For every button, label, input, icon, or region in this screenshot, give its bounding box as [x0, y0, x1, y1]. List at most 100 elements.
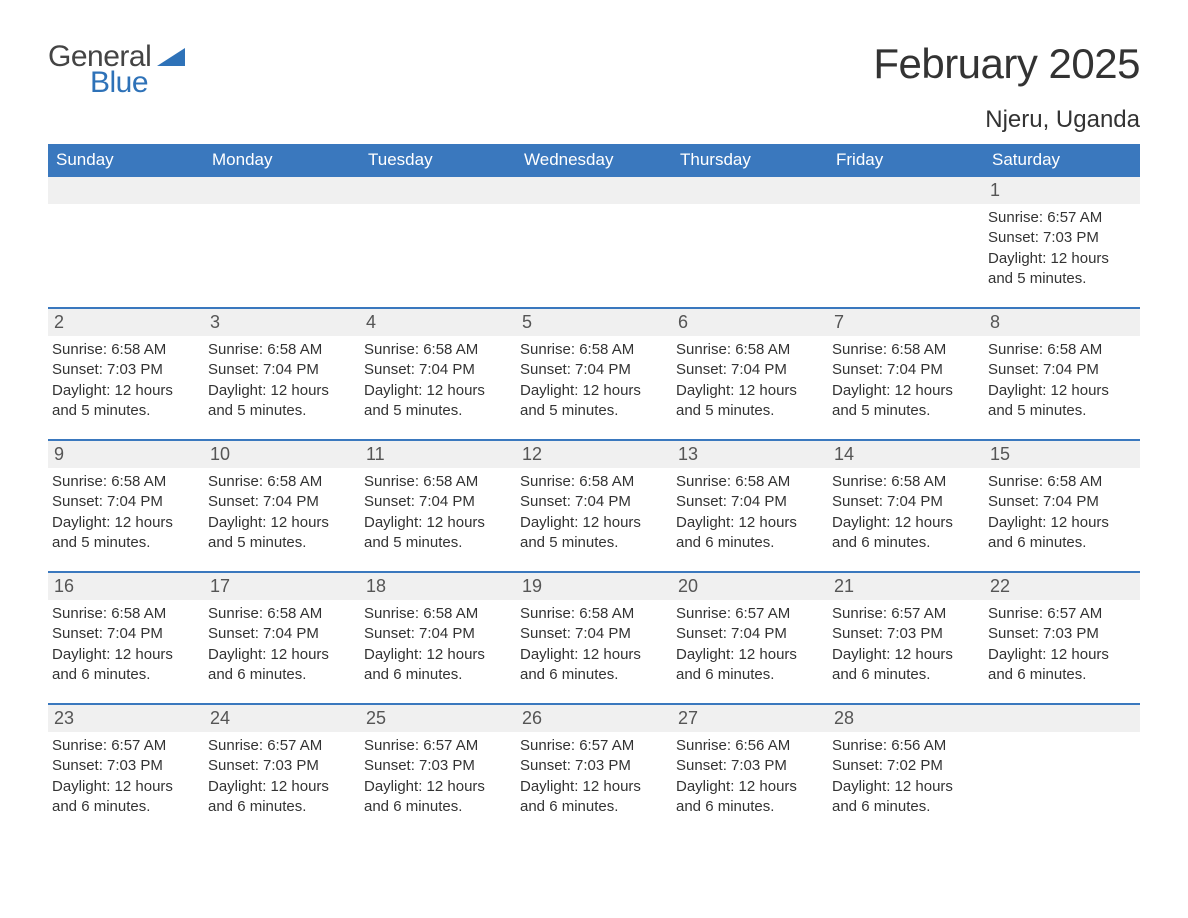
day-cell: Sunrise: 6:58 AMSunset: 7:04 PMDaylight:… — [516, 336, 672, 421]
day-sunset: Sunset: 7:04 PM — [676, 492, 822, 512]
day-sunrise: Sunrise: 6:56 AM — [832, 736, 978, 756]
day-dl1: Daylight: 12 hours — [676, 513, 822, 533]
day-sunrise: Sunrise: 6:57 AM — [988, 208, 1134, 228]
day-sunset: Sunset: 7:04 PM — [52, 492, 198, 512]
weekday-header: Saturday — [984, 144, 1140, 177]
day-dl1: Daylight: 12 hours — [520, 777, 666, 797]
day-cell: Sunrise: 6:58 AMSunset: 7:04 PMDaylight:… — [204, 468, 360, 553]
day-dl2: and 5 minutes. — [520, 401, 666, 421]
day-dl2: and 5 minutes. — [52, 401, 198, 421]
day-sunset: Sunset: 7:04 PM — [208, 492, 354, 512]
day-cell — [828, 204, 984, 289]
day-dl2: and 5 minutes. — [364, 533, 510, 553]
day-dl1: Daylight: 12 hours — [988, 381, 1134, 401]
day-sunrise: Sunrise: 6:58 AM — [364, 604, 510, 624]
day-sunrise: Sunrise: 6:58 AM — [208, 472, 354, 492]
day-number — [828, 177, 984, 204]
day-cell — [672, 204, 828, 289]
day-sunrise: Sunrise: 6:57 AM — [364, 736, 510, 756]
logo: General Blue — [48, 40, 185, 100]
day-cell: Sunrise: 6:57 AMSunset: 7:03 PMDaylight:… — [48, 732, 204, 817]
day-dl1: Daylight: 12 hours — [364, 777, 510, 797]
location-label: Njeru, Uganda — [873, 106, 1140, 134]
week-row: 1Sunrise: 6:57 AMSunset: 7:03 PMDaylight… — [48, 177, 1140, 289]
day-dl2: and 6 minutes. — [988, 665, 1134, 685]
week-row: 232425262728Sunrise: 6:57 AMSunset: 7:03… — [48, 703, 1140, 817]
day-dl1: Daylight: 12 hours — [208, 513, 354, 533]
calendar: Sunday Monday Tuesday Wednesday Thursday… — [48, 144, 1140, 817]
day-sunrise: Sunrise: 6:58 AM — [52, 472, 198, 492]
day-number: 22 — [984, 573, 1140, 600]
day-number: 21 — [828, 573, 984, 600]
day-dl2: and 6 minutes. — [832, 533, 978, 553]
day-dl2: and 6 minutes. — [208, 797, 354, 817]
day-body-row: Sunrise: 6:58 AMSunset: 7:03 PMDaylight:… — [48, 336, 1140, 421]
weekday-header: Wednesday — [516, 144, 672, 177]
day-sunset: Sunset: 7:02 PM — [832, 756, 978, 776]
day-sunrise: Sunrise: 6:58 AM — [520, 472, 666, 492]
day-number: 5 — [516, 309, 672, 336]
day-sunset: Sunset: 7:04 PM — [988, 360, 1134, 380]
day-dl1: Daylight: 12 hours — [52, 777, 198, 797]
day-sunrise: Sunrise: 6:58 AM — [676, 472, 822, 492]
day-sunrise: Sunrise: 6:58 AM — [520, 604, 666, 624]
day-dl1: Daylight: 12 hours — [364, 513, 510, 533]
day-dl2: and 5 minutes. — [988, 269, 1134, 289]
day-number — [48, 177, 204, 204]
day-cell — [48, 204, 204, 289]
day-number: 24 — [204, 705, 360, 732]
day-sunrise: Sunrise: 6:58 AM — [52, 604, 198, 624]
day-body-row: Sunrise: 6:58 AMSunset: 7:04 PMDaylight:… — [48, 600, 1140, 685]
day-sunrise: Sunrise: 6:56 AM — [676, 736, 822, 756]
day-sunset: Sunset: 7:04 PM — [832, 360, 978, 380]
day-number: 16 — [48, 573, 204, 600]
day-sunset: Sunset: 7:03 PM — [988, 228, 1134, 248]
day-number: 19 — [516, 573, 672, 600]
day-number — [360, 177, 516, 204]
day-sunset: Sunset: 7:04 PM — [676, 360, 822, 380]
day-number: 11 — [360, 441, 516, 468]
day-sunset: Sunset: 7:04 PM — [520, 624, 666, 644]
day-number — [672, 177, 828, 204]
week-row: 2345678Sunrise: 6:58 AMSunset: 7:03 PMDa… — [48, 307, 1140, 421]
day-cell: Sunrise: 6:57 AMSunset: 7:03 PMDaylight:… — [984, 600, 1140, 685]
day-sunrise: Sunrise: 6:58 AM — [52, 340, 198, 360]
day-sunrise: Sunrise: 6:58 AM — [208, 604, 354, 624]
day-dl2: and 6 minutes. — [832, 665, 978, 685]
day-dl2: and 5 minutes. — [832, 401, 978, 421]
day-cell: Sunrise: 6:58 AMSunset: 7:04 PMDaylight:… — [828, 468, 984, 553]
day-number: 1 — [984, 177, 1140, 204]
day-sunrise: Sunrise: 6:58 AM — [520, 340, 666, 360]
day-cell: Sunrise: 6:57 AMSunset: 7:03 PMDaylight:… — [984, 204, 1140, 289]
day-dl2: and 6 minutes. — [832, 797, 978, 817]
day-sunset: Sunset: 7:04 PM — [52, 624, 198, 644]
day-number: 12 — [516, 441, 672, 468]
day-cell: Sunrise: 6:58 AMSunset: 7:04 PMDaylight:… — [204, 336, 360, 421]
day-sunset: Sunset: 7:04 PM — [208, 624, 354, 644]
day-dl1: Daylight: 12 hours — [676, 381, 822, 401]
day-number — [516, 177, 672, 204]
day-sunset: Sunset: 7:04 PM — [988, 492, 1134, 512]
day-dl1: Daylight: 12 hours — [208, 381, 354, 401]
day-cell: Sunrise: 6:57 AMSunset: 7:03 PMDaylight:… — [828, 600, 984, 685]
day-sunrise: Sunrise: 6:57 AM — [832, 604, 978, 624]
day-cell — [516, 204, 672, 289]
day-dl1: Daylight: 12 hours — [832, 513, 978, 533]
day-sunrise: Sunrise: 6:58 AM — [208, 340, 354, 360]
day-sunrise: Sunrise: 6:58 AM — [676, 340, 822, 360]
day-cell: Sunrise: 6:58 AMSunset: 7:04 PMDaylight:… — [360, 468, 516, 553]
day-dl2: and 6 minutes. — [208, 665, 354, 685]
day-body-row: Sunrise: 6:57 AMSunset: 7:03 PMDaylight:… — [48, 204, 1140, 289]
day-number: 6 — [672, 309, 828, 336]
day-sunset: Sunset: 7:04 PM — [520, 360, 666, 380]
day-sunrise: Sunrise: 6:57 AM — [52, 736, 198, 756]
day-number: 9 — [48, 441, 204, 468]
day-dl2: and 5 minutes. — [208, 533, 354, 553]
weekday-header: Sunday — [48, 144, 204, 177]
day-number: 25 — [360, 705, 516, 732]
day-dl1: Daylight: 12 hours — [832, 777, 978, 797]
day-dl2: and 5 minutes. — [52, 533, 198, 553]
day-cell — [204, 204, 360, 289]
day-dl2: and 6 minutes. — [520, 797, 666, 817]
day-dl1: Daylight: 12 hours — [988, 249, 1134, 269]
